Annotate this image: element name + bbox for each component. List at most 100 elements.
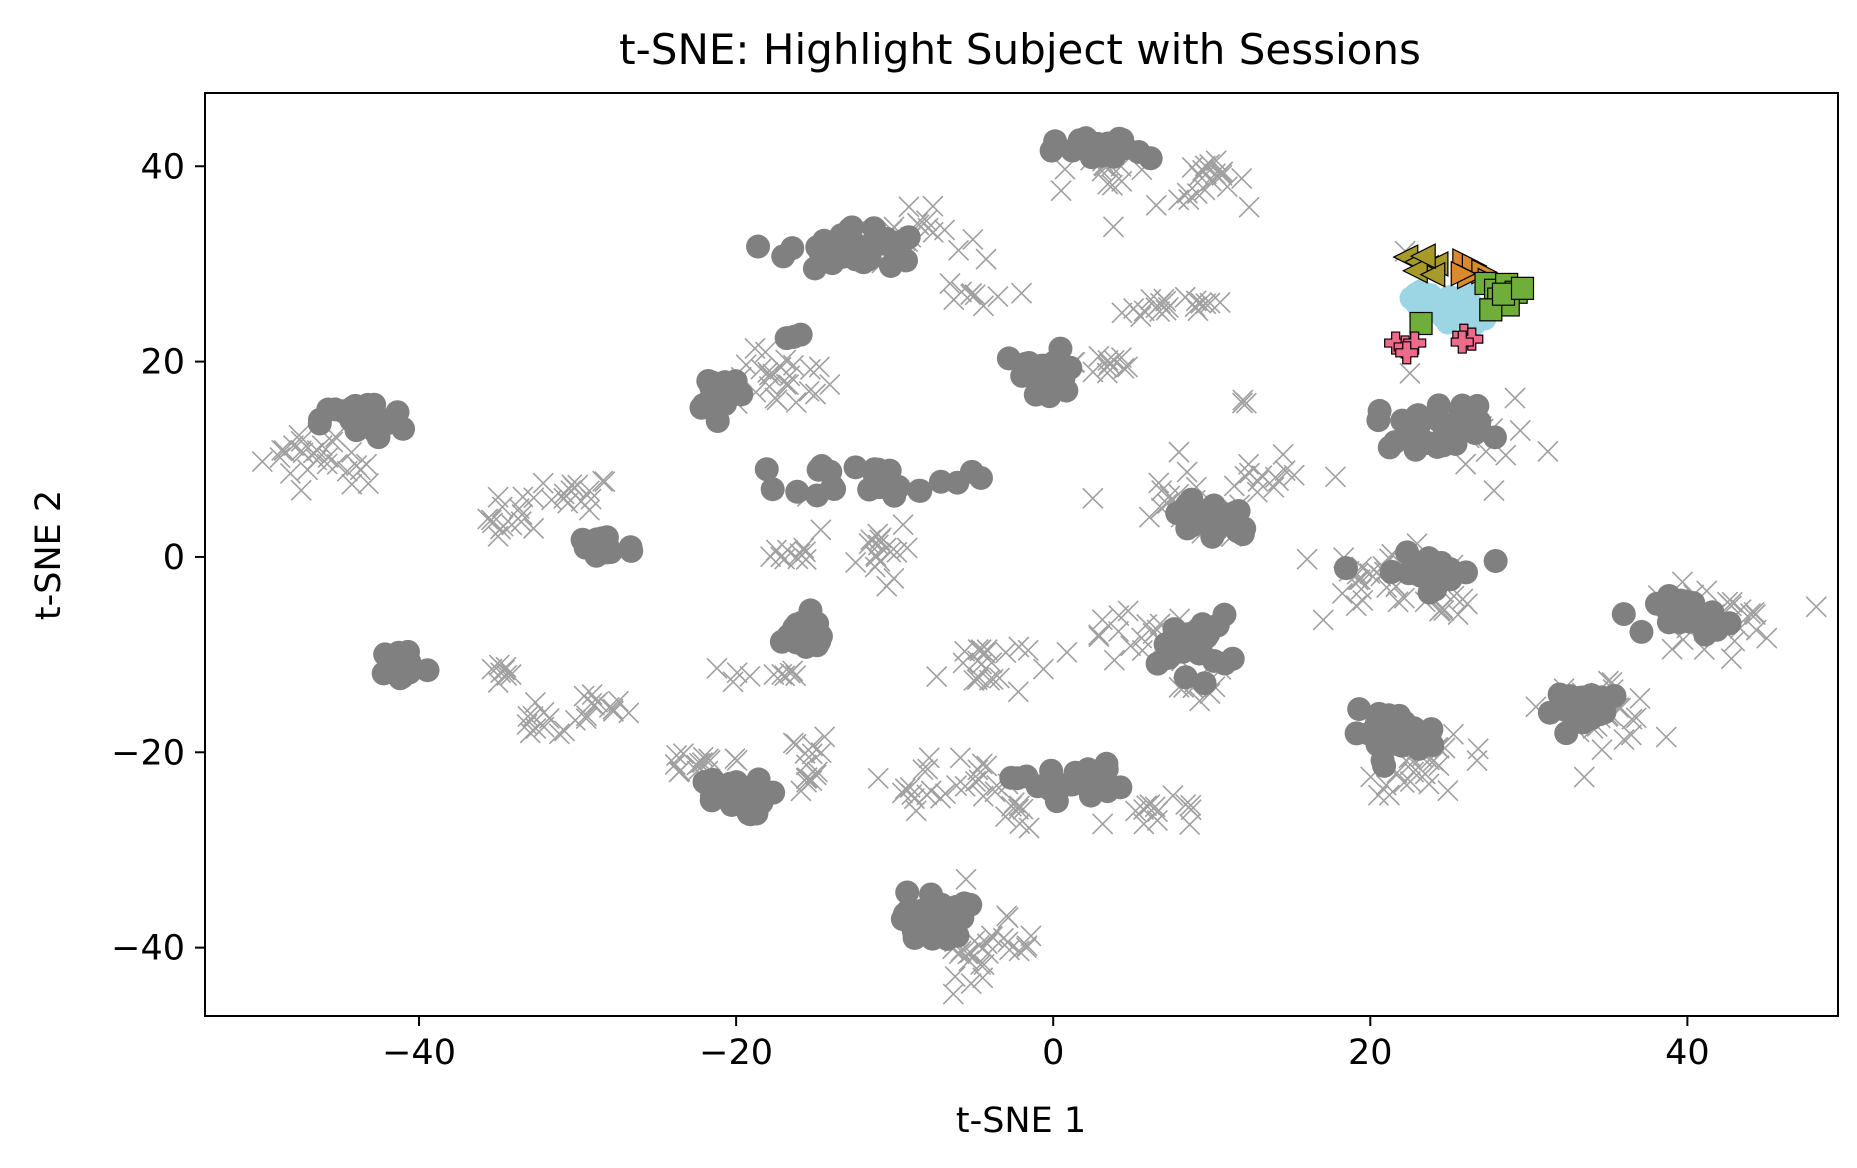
background-cross-point: [1283, 464, 1305, 486]
background-cross-point: [942, 983, 964, 1005]
background-cross-point: [1175, 793, 1197, 816]
background-cross-point: [789, 543, 811, 565]
background-cross-point: [739, 665, 761, 687]
background-cross-point: [1235, 392, 1257, 414]
background-cross-point: [896, 537, 918, 559]
subject-point-triangle-right: [1450, 260, 1477, 287]
background-cross-point: [958, 950, 980, 972]
background-cross-point: [532, 472, 554, 494]
background-cross-point: [779, 365, 801, 387]
background-cross-point: [972, 967, 994, 989]
background-cross-point: [774, 548, 796, 570]
background-cross-point: [580, 488, 602, 510]
background-dot-point: [1406, 414, 1431, 439]
background-dot-point: [366, 425, 391, 450]
background-cross-point: [1003, 792, 1025, 814]
background-cross-point: [1367, 784, 1389, 806]
background-cross-point: [794, 541, 817, 563]
background-dot-point: [878, 253, 903, 278]
background-cross-point: [917, 758, 939, 780]
background-cross-point: [997, 931, 1019, 953]
background-dot-point: [1645, 591, 1670, 616]
background-cross-point: [1387, 591, 1409, 613]
background-dot-point: [1221, 502, 1246, 527]
subject-point-square: [1510, 276, 1535, 300]
background-cross-point: [972, 785, 994, 807]
background-cross-point: [581, 684, 603, 706]
background-dot-point: [1406, 736, 1431, 761]
background-cross-point: [950, 281, 973, 303]
background-cross-point: [1096, 356, 1118, 378]
subject-point-circle: [1435, 310, 1460, 335]
background-cross-point: [766, 389, 788, 411]
background-cross-point: [1007, 798, 1030, 820]
background-cross-point: [961, 282, 983, 304]
background-cross-point: [594, 471, 616, 493]
background-dot-point: [397, 649, 422, 674]
background-cross-point: [947, 239, 970, 261]
background-cross-point: [1246, 481, 1268, 503]
background-cross-point: [1145, 194, 1167, 216]
background-cross-point: [1756, 627, 1778, 649]
highlighted-subject-points: [1384, 243, 1535, 365]
background-dot-point: [1230, 522, 1255, 547]
x-axis: −40 −20 0 20 40: [382, 1016, 1710, 1073]
background-cross-point: [322, 431, 344, 453]
x-axis-label: t-SNE 1: [956, 1101, 1086, 1141]
background-cross-point: [1199, 292, 1221, 314]
background-dot-point: [1629, 619, 1654, 644]
background-cross-point: [1744, 603, 1766, 626]
background-dot-point: [1173, 665, 1198, 690]
background-cross-point: [523, 517, 545, 539]
background-cross-point: [901, 783, 923, 806]
background-cross-point: [995, 641, 1017, 664]
background-cross-point: [1212, 161, 1234, 183]
background-cross-point: [488, 654, 510, 676]
y-tick-label: −20: [111, 733, 185, 773]
background-cross-point: [785, 733, 807, 755]
background-cross-point: [553, 483, 575, 505]
background-dot-point: [843, 237, 868, 262]
background-cross-point: [1452, 588, 1474, 610]
background-dot-point: [895, 880, 920, 905]
background-cross-point: [1238, 196, 1260, 218]
background-dot-point: [1549, 696, 1574, 721]
background-cross-point: [575, 707, 597, 730]
background-cross-point: [970, 953, 992, 976]
background-dot-point: [1192, 671, 1217, 696]
background-dot-point: [843, 455, 868, 480]
background-dot-point: [1048, 336, 1073, 361]
background-cross-point: [1194, 179, 1216, 201]
background-cross-point: [1466, 749, 1488, 772]
background-cross-point: [976, 933, 998, 955]
background-cross-point: [1082, 487, 1104, 509]
background-dot-point: [1138, 146, 1163, 171]
background-dot-point: [908, 478, 933, 503]
background-cross-point: [490, 662, 512, 684]
background-cross-point: [1238, 453, 1260, 475]
y-tick-label: 0: [163, 538, 185, 578]
background-cross-point: [672, 743, 694, 765]
background-cross-point: [1629, 687, 1651, 709]
background-cross-point: [775, 373, 797, 395]
background-cross-point: [508, 498, 530, 520]
background-cross-point: [317, 446, 339, 469]
background-dot-point: [1377, 435, 1402, 460]
background-cross-point: [1745, 619, 1767, 641]
plot-area: [205, 93, 1838, 1016]
background-cross-point: [523, 487, 545, 509]
background-cross-point: [1008, 636, 1030, 658]
background-dot-point: [1717, 611, 1742, 636]
background-dot-point: [1483, 548, 1508, 573]
background-cross-point: [1721, 591, 1743, 613]
background-cross-point: [785, 391, 807, 413]
background-cross-point: [271, 439, 293, 461]
background-dot-point: [1076, 771, 1101, 796]
background-cross-point: [1108, 605, 1130, 627]
background-cross-point: [876, 575, 898, 597]
background-cross-point: [1050, 180, 1072, 202]
background-dot-point: [1611, 602, 1636, 627]
background-cross-point: [1625, 707, 1647, 729]
background-cross-point: [945, 774, 968, 797]
background-cross-point: [533, 701, 555, 723]
